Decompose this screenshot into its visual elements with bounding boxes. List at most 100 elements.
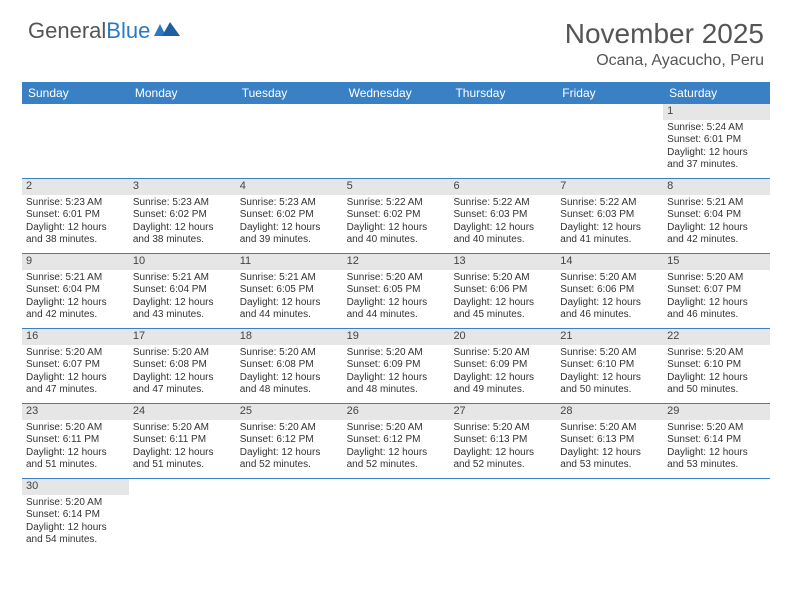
daylight-text: Daylight: 12 hours and 53 minutes. — [560, 447, 659, 472]
calendar-week: 16Sunrise: 5:20 AMSunset: 6:07 PMDayligh… — [22, 329, 770, 404]
day-number: 15 — [663, 254, 770, 270]
daylight-text: Daylight: 12 hours and 38 minutes. — [26, 222, 125, 247]
daylight-text: Daylight: 12 hours and 52 minutes. — [453, 447, 552, 472]
sunrise-text: Sunrise: 5:22 AM — [347, 197, 446, 210]
calendar-cell: 25Sunrise: 5:20 AMSunset: 6:12 PMDayligh… — [236, 404, 343, 478]
day-number: 18 — [236, 329, 343, 345]
day-number: 26 — [343, 404, 450, 420]
daylight-text: Daylight: 12 hours and 40 minutes. — [453, 222, 552, 247]
day-number: 20 — [449, 329, 556, 345]
calendar-cell — [236, 479, 343, 553]
daylight-text: Daylight: 12 hours and 44 minutes. — [240, 297, 339, 322]
page-header: GeneralBlue November 2025 Ocana, Ayacuch… — [0, 0, 792, 78]
sunset-text: Sunset: 6:03 PM — [560, 209, 659, 222]
calendar-cell: 6Sunrise: 5:22 AMSunset: 6:03 PMDaylight… — [449, 179, 556, 253]
sunset-text: Sunset: 6:08 PM — [133, 359, 232, 372]
day-number: 1 — [663, 104, 770, 120]
title-block: November 2025 Ocana, Ayacucho, Peru — [565, 18, 764, 70]
month-title: November 2025 — [565, 18, 764, 50]
day-number: 13 — [449, 254, 556, 270]
daylight-text: Daylight: 12 hours and 52 minutes. — [240, 447, 339, 472]
sunset-text: Sunset: 6:02 PM — [347, 209, 446, 222]
sunrise-text: Sunrise: 5:23 AM — [133, 197, 232, 210]
daylight-text: Daylight: 12 hours and 44 minutes. — [347, 297, 446, 322]
calendar-cell: 3Sunrise: 5:23 AMSunset: 6:02 PMDaylight… — [129, 179, 236, 253]
calendar-cell — [22, 104, 129, 178]
sunset-text: Sunset: 6:01 PM — [667, 134, 766, 147]
day-number: 8 — [663, 179, 770, 195]
calendar-cell: 10Sunrise: 5:21 AMSunset: 6:04 PMDayligh… — [129, 254, 236, 328]
sunset-text: Sunset: 6:04 PM — [26, 284, 125, 297]
sunrise-text: Sunrise: 5:21 AM — [133, 272, 232, 285]
daylight-text: Daylight: 12 hours and 45 minutes. — [453, 297, 552, 322]
sunset-text: Sunset: 6:06 PM — [453, 284, 552, 297]
calendar-cell: 16Sunrise: 5:20 AMSunset: 6:07 PMDayligh… — [22, 329, 129, 403]
day-number: 10 — [129, 254, 236, 270]
sunset-text: Sunset: 6:13 PM — [560, 434, 659, 447]
sunrise-text: Sunrise: 5:20 AM — [26, 422, 125, 435]
calendar-cell — [556, 479, 663, 553]
day-number: 30 — [22, 479, 129, 495]
calendar-cell: 8Sunrise: 5:21 AMSunset: 6:04 PMDaylight… — [663, 179, 770, 253]
sunset-text: Sunset: 6:09 PM — [453, 359, 552, 372]
sunrise-text: Sunrise: 5:23 AM — [26, 197, 125, 210]
sunset-text: Sunset: 6:11 PM — [26, 434, 125, 447]
sunset-text: Sunset: 6:02 PM — [133, 209, 232, 222]
calendar-cell: 22Sunrise: 5:20 AMSunset: 6:10 PMDayligh… — [663, 329, 770, 403]
daylight-text: Daylight: 12 hours and 42 minutes. — [26, 297, 125, 322]
sunrise-text: Sunrise: 5:20 AM — [26, 497, 125, 510]
sunrise-text: Sunrise: 5:22 AM — [453, 197, 552, 210]
sunrise-text: Sunrise: 5:20 AM — [560, 422, 659, 435]
sunrise-text: Sunrise: 5:23 AM — [240, 197, 339, 210]
weekday-label: Wednesday — [343, 82, 450, 104]
calendar-cell: 11Sunrise: 5:21 AMSunset: 6:05 PMDayligh… — [236, 254, 343, 328]
calendar-cell: 4Sunrise: 5:23 AMSunset: 6:02 PMDaylight… — [236, 179, 343, 253]
day-number: 16 — [22, 329, 129, 345]
sunrise-text: Sunrise: 5:20 AM — [453, 347, 552, 360]
sunrise-text: Sunrise: 5:20 AM — [453, 272, 552, 285]
day-number: 25 — [236, 404, 343, 420]
calendar-cell: 2Sunrise: 5:23 AMSunset: 6:01 PMDaylight… — [22, 179, 129, 253]
sunrise-text: Sunrise: 5:22 AM — [560, 197, 659, 210]
calendar-week: 23Sunrise: 5:20 AMSunset: 6:11 PMDayligh… — [22, 404, 770, 479]
weekday-label: Sunday — [22, 82, 129, 104]
sunrise-text: Sunrise: 5:24 AM — [667, 122, 766, 135]
day-number: 22 — [663, 329, 770, 345]
sunset-text: Sunset: 6:07 PM — [667, 284, 766, 297]
calendar-cell: 12Sunrise: 5:20 AMSunset: 6:05 PMDayligh… — [343, 254, 450, 328]
weekday-label: Friday — [556, 82, 663, 104]
sunset-text: Sunset: 6:14 PM — [26, 509, 125, 522]
daylight-text: Daylight: 12 hours and 51 minutes. — [26, 447, 125, 472]
daylight-text: Daylight: 12 hours and 51 minutes. — [133, 447, 232, 472]
day-number: 4 — [236, 179, 343, 195]
sunset-text: Sunset: 6:03 PM — [453, 209, 552, 222]
daylight-text: Daylight: 12 hours and 47 minutes. — [26, 372, 125, 397]
daylight-text: Daylight: 12 hours and 48 minutes. — [240, 372, 339, 397]
calendar-cell: 15Sunrise: 5:20 AMSunset: 6:07 PMDayligh… — [663, 254, 770, 328]
calendar-week: 2Sunrise: 5:23 AMSunset: 6:01 PMDaylight… — [22, 179, 770, 254]
calendar-cell: 7Sunrise: 5:22 AMSunset: 6:03 PMDaylight… — [556, 179, 663, 253]
sunset-text: Sunset: 6:05 PM — [240, 284, 339, 297]
calendar-cell: 17Sunrise: 5:20 AMSunset: 6:08 PMDayligh… — [129, 329, 236, 403]
sunset-text: Sunset: 6:10 PM — [667, 359, 766, 372]
daylight-text: Daylight: 12 hours and 48 minutes. — [347, 372, 446, 397]
sunset-text: Sunset: 6:14 PM — [667, 434, 766, 447]
sunrise-text: Sunrise: 5:21 AM — [240, 272, 339, 285]
day-number: 21 — [556, 329, 663, 345]
weekday-label: Thursday — [449, 82, 556, 104]
calendar-cell: 14Sunrise: 5:20 AMSunset: 6:06 PMDayligh… — [556, 254, 663, 328]
sunrise-text: Sunrise: 5:20 AM — [133, 347, 232, 360]
calendar-cell: 30 Sunrise: 5:20 AMSunset: 6:14 PMDayligh… — [22, 479, 129, 553]
sunset-text: Sunset: 6:13 PM — [453, 434, 552, 447]
day-number: 2 — [22, 179, 129, 195]
daylight-text: Daylight: 12 hours and 54 minutes. — [26, 522, 125, 547]
sunrise-text: Sunrise: 5:21 AM — [667, 197, 766, 210]
daylight-text: Daylight: 12 hours and 43 minutes. — [133, 297, 232, 322]
daylight-text: Daylight: 12 hours and 38 minutes. — [133, 222, 232, 247]
daylight-text: Daylight: 12 hours and 52 minutes. — [347, 447, 446, 472]
calendar-cell: 18Sunrise: 5:20 AMSunset: 6:08 PMDayligh… — [236, 329, 343, 403]
calendar-cell: 28Sunrise: 5:20 AMSunset: 6:13 PMDayligh… — [556, 404, 663, 478]
day-number: 29 — [663, 404, 770, 420]
calendar-week: 30 Sunrise: 5:20 AMSunset: 6:14 PMDayligh… — [22, 479, 770, 553]
calendar-cell: 26Sunrise: 5:20 AMSunset: 6:12 PMDayligh… — [343, 404, 450, 478]
